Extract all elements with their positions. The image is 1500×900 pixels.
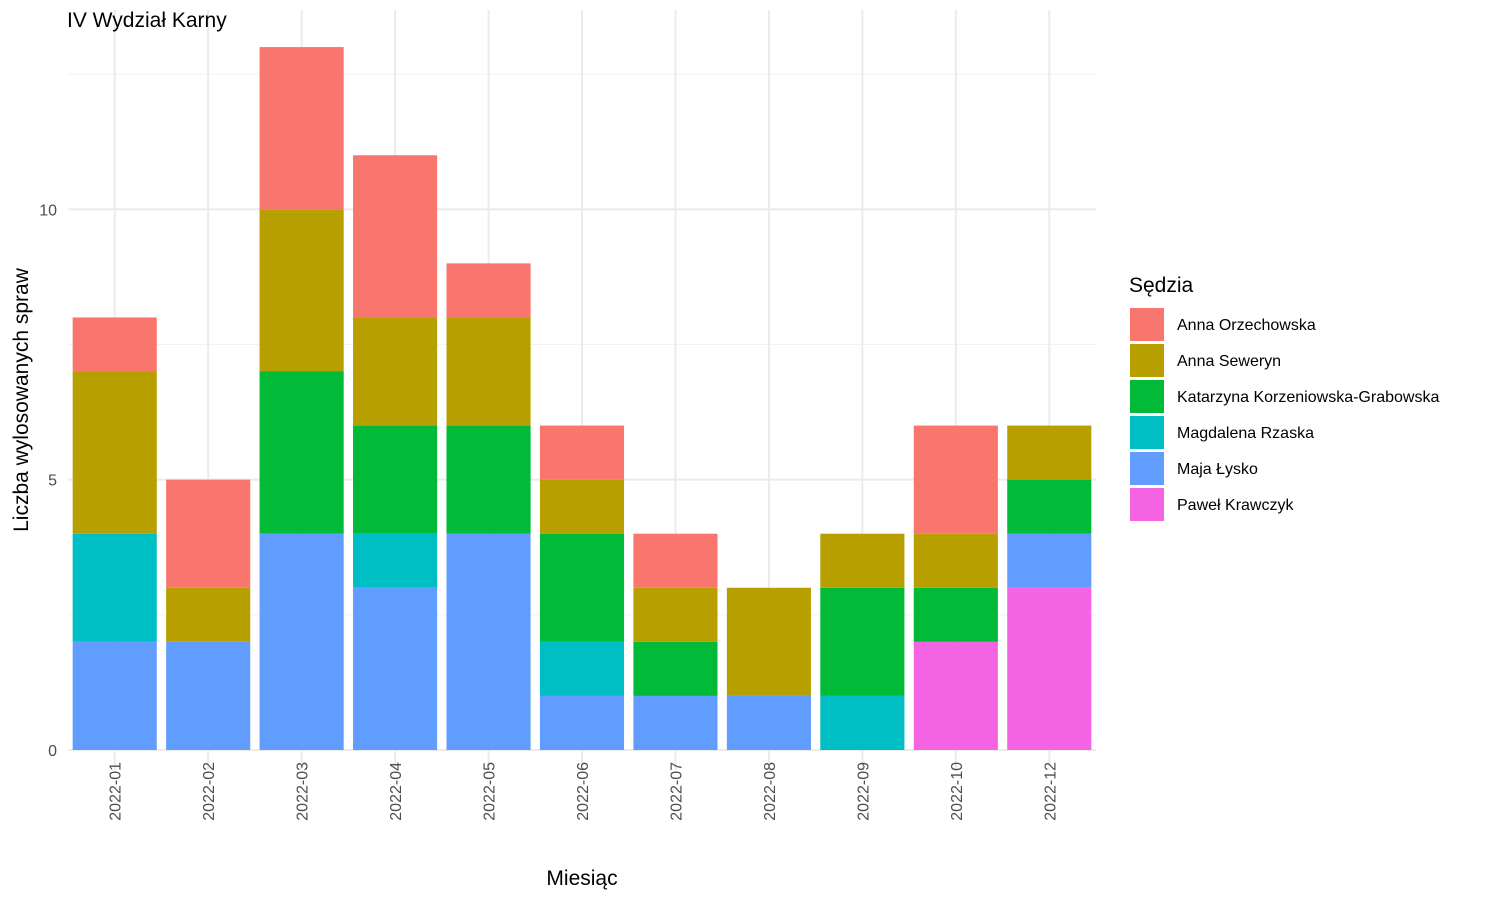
bar-segment (353, 587, 438, 750)
x-tick-label: 2022-04 (388, 762, 405, 821)
bar-segment (633, 587, 718, 642)
x-tick-label: 2022-02 (201, 762, 218, 821)
bar-segment (633, 533, 718, 588)
bar-segment (353, 155, 438, 318)
bar-segment (353, 317, 438, 426)
bar-segment (539, 425, 625, 480)
bar-segment (259, 533, 344, 750)
legend-label: Maja Łysko (1177, 461, 1258, 478)
bar-segment (353, 425, 438, 534)
bar-segment (539, 479, 625, 534)
bar-segment (353, 533, 438, 588)
legend-swatch (1130, 452, 1164, 485)
bar-segment (726, 587, 811, 696)
x-tick-label: 2022-08 (762, 762, 779, 821)
bar-segment (1007, 479, 1092, 534)
bar-segment (820, 587, 905, 696)
bar-segment (166, 479, 251, 588)
bar-segment (539, 695, 625, 750)
legend: Sędzia Anna Orzechowska Anna Seweryn Katar… (1129, 274, 1439, 521)
legend-label: Paweł Krawczyk (1177, 497, 1294, 514)
bar-segment (166, 587, 251, 642)
bar-segment (726, 695, 811, 750)
bar-segment (446, 263, 531, 318)
y-tick-label: 10 (39, 202, 57, 219)
legend-items: Anna Orzechowska Anna Seweryn Katarzyna Ko… (1130, 308, 1439, 521)
bar-segment (446, 317, 531, 426)
legend-label: Anna Seweryn (1177, 353, 1281, 370)
bar-segment (72, 641, 157, 750)
bar-segment (72, 533, 157, 642)
bar-segment (446, 533, 531, 750)
bar-segment (72, 371, 157, 534)
legend-label: Magdalena Rzaska (1177, 425, 1314, 442)
bar-segment (633, 695, 718, 750)
bar-segment (539, 533, 625, 642)
legend-swatch (1130, 308, 1164, 341)
y-axis-ticks: 0 5 10 (39, 202, 57, 760)
legend-swatch (1130, 344, 1164, 377)
bar-segment (913, 533, 998, 588)
bar-segment (72, 317, 157, 372)
bars (72, 47, 1092, 750)
x-tick-label: 2022-05 (482, 762, 499, 821)
x-axis-ticks: 2022-01 2022-02 2022-03 2022-04 2022-05 2022-… (108, 762, 1060, 821)
legend-label: Anna Orzechowska (1177, 317, 1316, 334)
bar-segment (913, 641, 998, 750)
x-axis-title: Miesiąc (546, 867, 617, 890)
x-tick-label: 2022-09 (855, 762, 872, 821)
bar-segment (166, 641, 251, 750)
bar-segment (633, 641, 718, 696)
legend-title: Sędzia (1129, 274, 1194, 297)
bar-segment (539, 641, 625, 696)
bar-segment (1007, 533, 1092, 588)
bar-segment (820, 533, 905, 588)
bar-segment (259, 47, 344, 210)
bar-segment (820, 695, 905, 750)
y-axis-title: Liczba wylosowanych spraw (10, 267, 33, 532)
bar-segment (1007, 425, 1092, 480)
y-tick-label: 0 (48, 743, 57, 760)
bar-segment (1007, 587, 1092, 750)
x-tick-label: 2022-06 (575, 762, 592, 821)
chart-title: IV Wydział Karny (67, 9, 227, 32)
bar-segment (913, 425, 998, 534)
x-tick-label: 2022-01 (108, 762, 125, 821)
legend-swatch (1130, 380, 1164, 413)
y-tick-label: 5 (48, 473, 57, 490)
legend-swatch (1130, 488, 1164, 521)
legend-label: Katarzyna Korzeniowska-Grabowska (1177, 389, 1439, 406)
bar-segment (446, 425, 531, 534)
x-tick-label: 2022-12 (1042, 762, 1059, 821)
x-tick-label: 2022-03 (295, 762, 312, 821)
bar-segment (259, 371, 344, 534)
bar-segment (259, 209, 344, 372)
bar-segment (913, 587, 998, 642)
legend-swatch (1130, 416, 1164, 449)
x-tick-label: 2022-10 (949, 762, 966, 821)
x-tick-label: 2022-07 (668, 762, 685, 821)
